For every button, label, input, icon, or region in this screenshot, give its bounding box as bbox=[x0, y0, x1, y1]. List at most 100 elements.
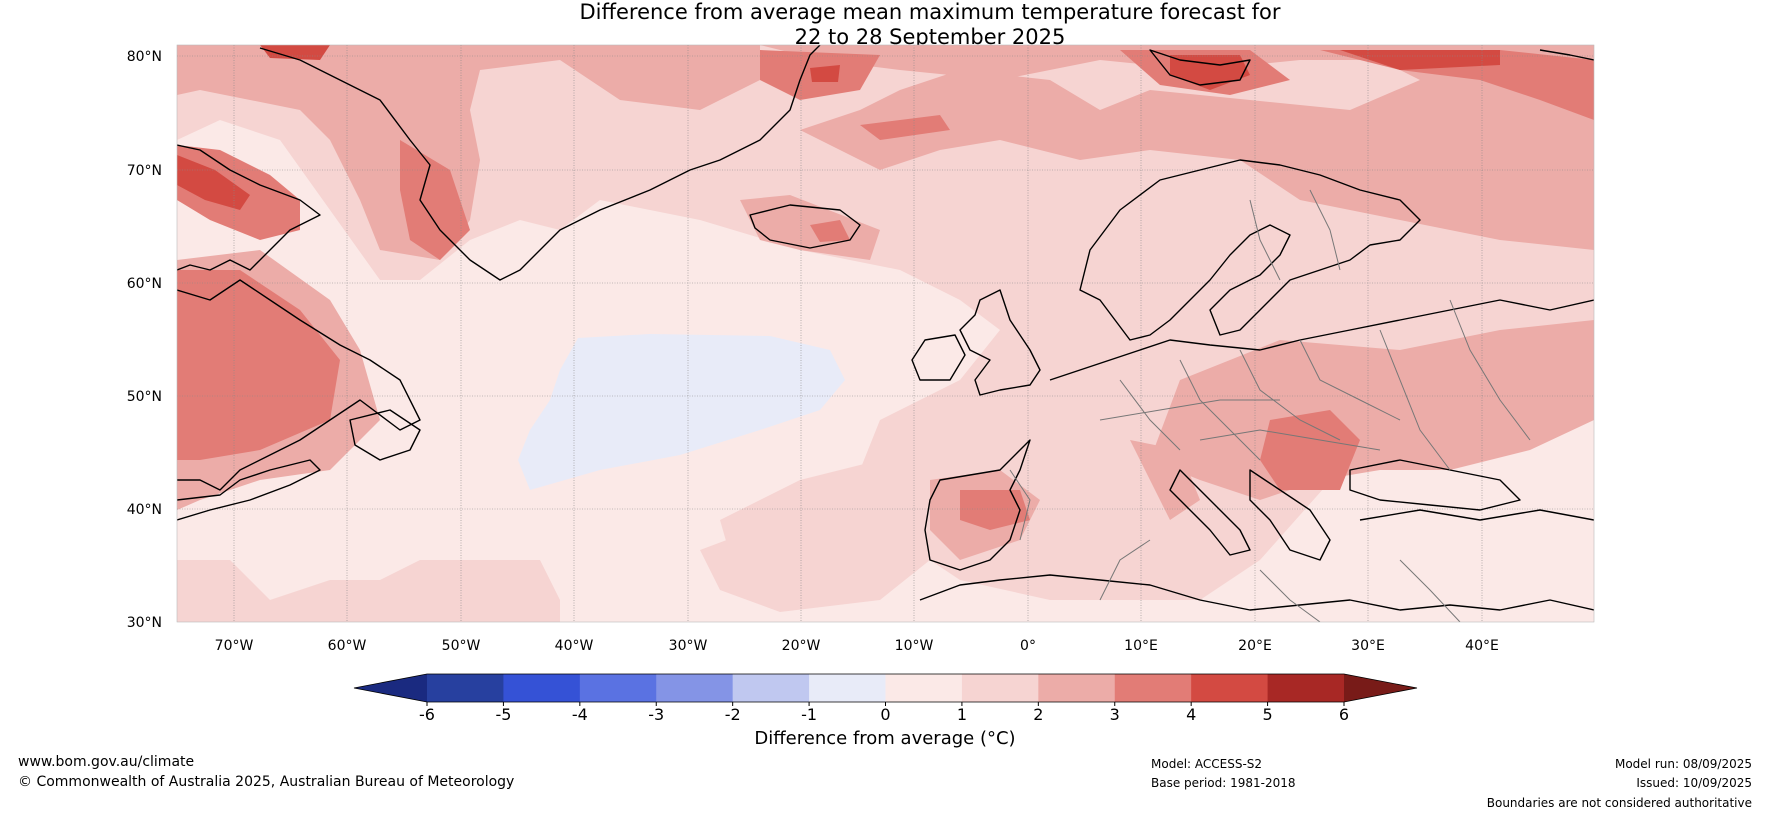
site-url: www.bom.gov.au/climate bbox=[18, 754, 195, 770]
colorbar-segment bbox=[809, 674, 886, 702]
anomaly-band-2-3 bbox=[1150, 320, 1594, 500]
colorbar-segment bbox=[1267, 674, 1345, 702]
colorbar-segment bbox=[579, 674, 657, 702]
black-sea-coast bbox=[1349, 459, 1521, 511]
colorbar-label: Difference from average (°C) bbox=[754, 728, 1016, 749]
lon-label: 20°W bbox=[782, 638, 821, 654]
iberia-coast bbox=[924, 439, 1031, 571]
lon-labels: 70°W 60°W 50°W 40°W 30°W 20°W 10°W 0° 10… bbox=[215, 638, 1499, 654]
anomaly-band-4-5 bbox=[1340, 50, 1500, 70]
lat-label: 50°N bbox=[127, 389, 162, 405]
colorbar-segment bbox=[1038, 674, 1116, 702]
newfoundland-coast bbox=[349, 409, 421, 461]
colorbar-extend-high bbox=[1344, 674, 1417, 702]
anomaly-band-3-4 bbox=[960, 490, 1030, 530]
lon-label: 30°E bbox=[1351, 638, 1385, 654]
lon-label: 50°W bbox=[442, 638, 481, 654]
svalbard-coast bbox=[1149, 49, 1251, 86]
lon-label: 0° bbox=[1020, 638, 1036, 654]
colorbar-extend-low bbox=[354, 674, 427, 702]
base-period: Base period: 1981-2018 bbox=[1151, 776, 1296, 790]
colorbar-tick-label: 6 bbox=[1339, 705, 1349, 724]
colorbar-tick-label: 3 bbox=[1110, 705, 1120, 724]
colorbar-segment bbox=[1114, 674, 1192, 702]
title-line-1: Difference from average mean maximum tem… bbox=[579, 0, 1281, 24]
anomaly-band-3-4 bbox=[177, 270, 340, 460]
lon-label: 20°E bbox=[1238, 638, 1272, 654]
disclaimer: Boundaries are not considered authoritat… bbox=[1486, 796, 1752, 810]
chart-title: Difference from average mean maximum tem… bbox=[0, 0, 1770, 50]
italy-coast bbox=[1169, 469, 1251, 556]
anomaly-band-3-4 bbox=[810, 220, 850, 242]
balkans-coast bbox=[1249, 469, 1331, 561]
labrador-coast bbox=[177, 279, 421, 491]
lat-label: 40°N bbox=[127, 502, 162, 518]
anomaly-band-4-5 bbox=[810, 65, 840, 82]
lat-label: 70°N bbox=[127, 163, 162, 179]
anomaly-band-3-4 bbox=[1260, 410, 1360, 490]
country-borders bbox=[1009, 189, 1531, 622]
iceland-coast bbox=[749, 204, 861, 249]
colorbar-segment bbox=[503, 674, 581, 702]
model-name: Model: ACCESS-S2 bbox=[1151, 757, 1263, 771]
colorbar-tick-label: 2 bbox=[1033, 705, 1043, 724]
anomaly-band-4-5 bbox=[177, 155, 250, 210]
novaya-zemlya-coast bbox=[1539, 49, 1594, 61]
coastlines bbox=[177, 45, 1594, 611]
model-run: Model run: 08/09/2025 bbox=[1614, 757, 1752, 771]
anomaly-band-1-2 bbox=[720, 460, 950, 570]
lat-label: 60°N bbox=[127, 276, 162, 292]
anomaly-band-neg1-0 bbox=[518, 334, 845, 490]
lon-label: 30°W bbox=[669, 638, 708, 654]
colorbar-tick-label: 1 bbox=[957, 705, 967, 724]
colorbar-tick-label: -3 bbox=[648, 705, 664, 724]
anomaly-band-2-3 bbox=[177, 45, 760, 260]
lon-label: 70°W bbox=[215, 638, 254, 654]
colorbar-tick-label: 5 bbox=[1262, 705, 1272, 724]
baffin-coast bbox=[177, 144, 321, 271]
graticule bbox=[177, 45, 1594, 622]
anomaly-band-2-3 bbox=[760, 45, 1594, 250]
colorbar-segment bbox=[427, 674, 504, 702]
colorbar-tick-label: 4 bbox=[1186, 705, 1196, 724]
turkey-coast bbox=[1359, 509, 1594, 521]
colorbar-tick-label: -6 bbox=[419, 705, 435, 724]
nova-scotia-coast bbox=[177, 459, 321, 521]
africa-coast bbox=[919, 574, 1594, 611]
greenland-coast bbox=[259, 45, 821, 281]
colorbar-tick-label: -5 bbox=[495, 705, 511, 724]
colorbar-tick-label: -1 bbox=[801, 705, 817, 724]
colorbar-segment bbox=[732, 674, 810, 702]
colorbar-tick-label: -4 bbox=[572, 705, 588, 724]
lon-label: 10°E bbox=[1124, 638, 1158, 654]
lat-label: 30°N bbox=[127, 615, 162, 631]
colorbar-segment bbox=[885, 674, 963, 702]
scandinavia-coast bbox=[1079, 159, 1421, 341]
ireland-coast bbox=[911, 334, 966, 381]
britain-coast bbox=[959, 289, 1041, 396]
anomaly-field bbox=[177, 45, 1594, 622]
lon-label: 60°W bbox=[328, 638, 367, 654]
colorbar-tick-label: -2 bbox=[725, 705, 741, 724]
lon-label: 40°E bbox=[1465, 638, 1499, 654]
colorbar-segment bbox=[961, 674, 1039, 702]
europe-coast bbox=[1049, 299, 1594, 381]
anomaly-band-3-4 bbox=[860, 115, 950, 140]
colorbar: -6 -5 -4 -3 -2 -1 0 1 2 3 4 5 6 bbox=[353, 673, 1418, 724]
map-frame bbox=[176, 44, 1595, 623]
lon-label: 10°W bbox=[895, 638, 934, 654]
colorbar-segment bbox=[1191, 674, 1269, 702]
issued-date: Issued: 10/09/2025 bbox=[1636, 776, 1752, 790]
colorbar-tick-label: 0 bbox=[880, 705, 890, 724]
anomaly-band-2-3 bbox=[1130, 440, 1200, 520]
copyright: © Commonwealth of Australia 2025, Austra… bbox=[18, 774, 515, 790]
anomaly-band-3-4 bbox=[1320, 50, 1594, 120]
anomaly-band-1-2 bbox=[177, 560, 560, 622]
lat-labels: 80°N 70°N 60°N 50°N 40°N 30°N bbox=[127, 49, 162, 631]
lat-label: 80°N bbox=[127, 49, 162, 65]
lon-label: 40°W bbox=[555, 638, 594, 654]
anomaly-band-2-3 bbox=[740, 195, 880, 260]
colorbar-segment bbox=[656, 674, 734, 702]
anomaly-band-4-5 bbox=[260, 45, 330, 60]
